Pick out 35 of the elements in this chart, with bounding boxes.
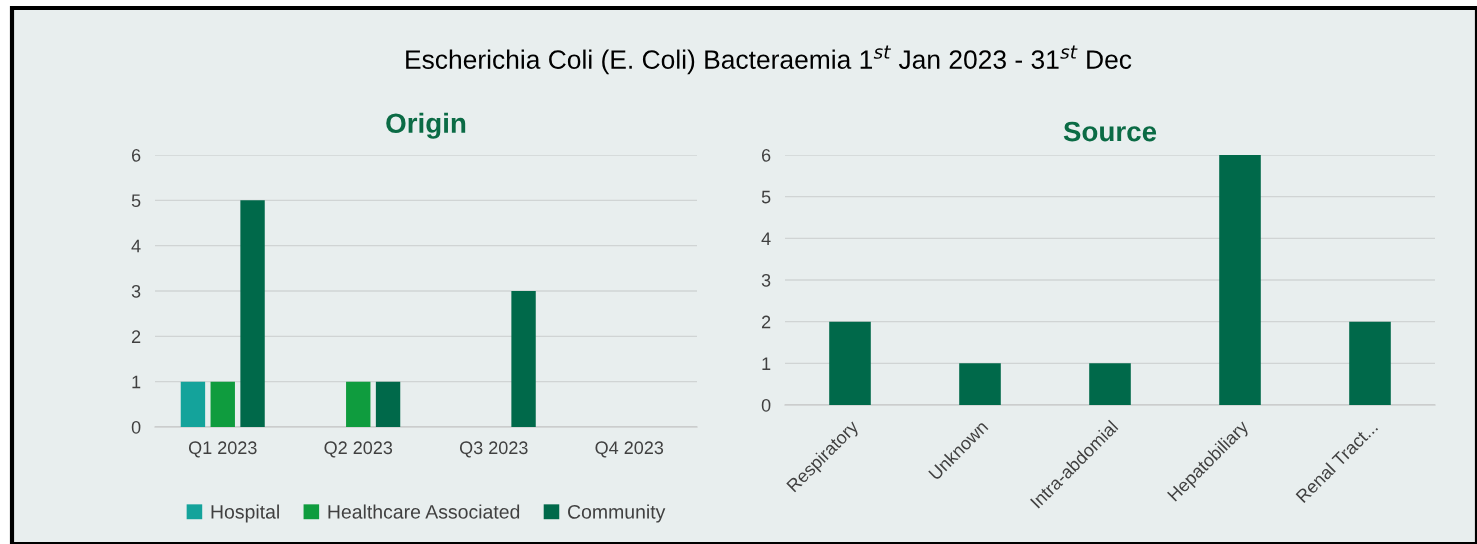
legend-label: Healthcare Associated: [328, 504, 520, 519]
y-tick-label: 2: [131, 330, 141, 343]
y-tick-label: 4: [131, 239, 141, 253]
y-tick-label: 0: [131, 420, 141, 434]
bar: [511, 291, 536, 427]
y-tick-label: 6: [131, 148, 141, 162]
y-tick-label: 6: [761, 148, 771, 162]
text: Escherichia Coli (E. Coli) Bacteraemia 1$^{st}$ Jan 2023 - 31$^{st}$ Dec: [406, 45, 1132, 75]
x-tick-label: Q4 2023: [595, 441, 664, 458]
y-tick-label: 0: [761, 398, 771, 412]
y-tick-label: 4: [761, 232, 771, 245]
bar: [1219, 155, 1261, 405]
x-tick-label: Q3 2023: [459, 441, 528, 458]
chart-title: Source: [1063, 121, 1157, 142]
bar: [959, 363, 1001, 405]
y-tick-label: 1: [762, 357, 771, 370]
bar: [1349, 321, 1391, 405]
legend-label: Community: [568, 504, 666, 523]
y-tick-label: 3: [761, 273, 771, 287]
x-tick-label: Q2 2023: [324, 441, 393, 458]
legend-label: Hospital: [211, 504, 279, 523]
bar: [829, 321, 871, 405]
y-tick-label: 5: [131, 194, 141, 208]
bar: [1089, 363, 1131, 405]
chart-title: Origin: [386, 112, 466, 139]
y-tick-label: 2: [761, 315, 771, 329]
bar: [210, 381, 235, 427]
y-tick-label: 5: [761, 190, 771, 204]
bar: [375, 381, 401, 427]
bar: [180, 381, 206, 427]
bar: [346, 381, 371, 427]
y-tick-label: 3: [131, 284, 141, 298]
bar: [240, 200, 265, 427]
x-tick-label: Q1 2023: [188, 441, 257, 458]
y-tick-label: 1: [132, 375, 141, 389]
